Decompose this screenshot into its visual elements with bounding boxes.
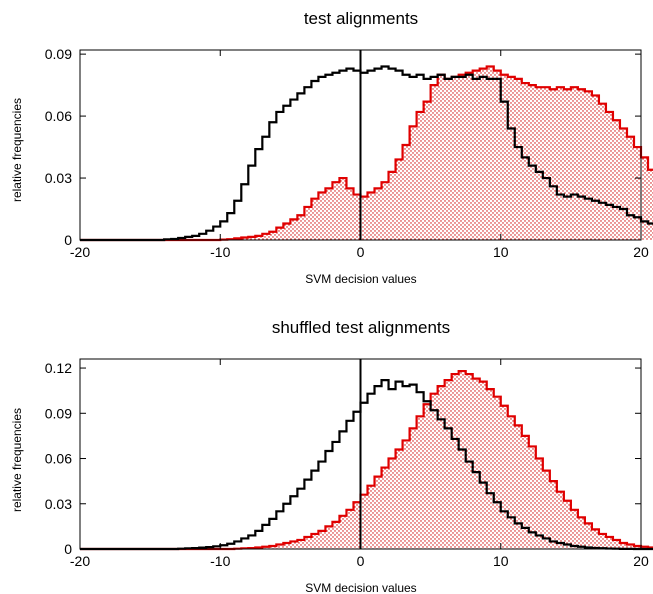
x-tick-label: -10 [210, 244, 230, 260]
axes: -20 -10 0 10 20 0 0.03 0.06 0.09 0.12 [45, 358, 649, 569]
y-tick-label: 0.06 [45, 108, 72, 124]
x-tick-label: 20 [633, 244, 649, 260]
y-tick-label: 0.06 [45, 451, 72, 467]
axes: -20 -10 0 10 20 0 0.03 0.06 0.09 [45, 46, 649, 260]
y-tick-label: 0.09 [45, 46, 72, 62]
y-tick-label: 0 [64, 541, 72, 557]
y-tick-label: 0.12 [45, 360, 72, 376]
chart-title: shuffled test alignments [272, 318, 450, 337]
x-tick-label: 0 [357, 244, 365, 260]
y-tick-label: 0.03 [45, 170, 72, 186]
series-1-fill [80, 371, 653, 549]
x-tick-label: 10 [493, 244, 509, 260]
y-tick-label: 0.09 [45, 405, 72, 421]
y-axis-label: relative frequencies [10, 98, 24, 202]
x-tick-label: 10 [493, 553, 509, 569]
x-tick-label: -10 [210, 553, 230, 569]
plot-area [80, 50, 653, 242]
x-tick-label: -20 [70, 553, 90, 569]
x-axis-label: SVM decision values [305, 272, 416, 286]
series-0-line [80, 65, 653, 242]
x-axis-label: SVM decision values [305, 581, 416, 594]
y-tick-label: 0 [64, 232, 72, 248]
series-1-fill [80, 66, 653, 240]
series-1-line [80, 65, 653, 242]
plot-area [80, 359, 653, 551]
chart-panel-test-alignments: test alignments relative frequencies SVM… [10, 9, 653, 286]
chart-title: test alignments [304, 9, 418, 28]
y-axis-label: relative frequencies [10, 408, 24, 512]
x-tick-label: 20 [633, 553, 649, 569]
x-tick-label: -20 [70, 244, 90, 260]
chart-panel-shuffled-test-alignments: shuffled test alignments relative freque… [10, 318, 653, 594]
x-tick-label: 0 [357, 553, 365, 569]
y-tick-label: 0.03 [45, 496, 72, 512]
